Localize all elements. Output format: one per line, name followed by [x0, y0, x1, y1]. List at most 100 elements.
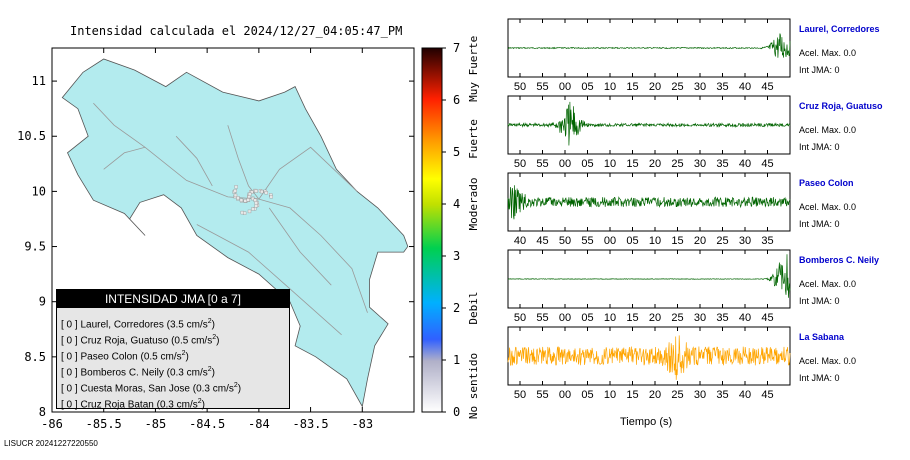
station-name: Laurel, Corredores — [799, 24, 880, 34]
map-xtick-label: -84 — [248, 417, 270, 431]
seismogram-tick-label: 45 — [761, 81, 773, 93]
legend-exponent: 2 — [197, 398, 202, 405]
colorbar-label: No sentido — [467, 353, 480, 419]
seismogram-tick-label: 35 — [716, 81, 728, 93]
seismogram-tick-label: 50 — [514, 312, 526, 324]
seismogram-tick-label: 50 — [514, 389, 526, 401]
station-name: Bomberos C. Neily — [799, 255, 880, 265]
seismogram-trace — [507, 185, 791, 220]
costa-rica-land — [61, 58, 409, 408]
map-ytick-label: 10 — [32, 184, 46, 198]
seismogram-tick-label: 10 — [604, 81, 616, 93]
station-int: Int JMA: 0 — [799, 219, 840, 229]
land-polygon — [61, 58, 409, 408]
colorbar-label: Fuerte — [467, 119, 480, 159]
station-marker — [236, 196, 240, 200]
legend-row: [ 0 ] Laurel, Corredores (3.5 cm/s2) — [57, 314, 289, 330]
legend-exponent: 2 — [181, 350, 186, 357]
station-marker — [247, 209, 252, 214]
seismogram-tick-label: 30 — [694, 389, 706, 401]
seismogram-tick-label: 00 — [559, 389, 571, 401]
station-name: Cruz Roja, Guatuso — [799, 101, 883, 111]
legend-exponent: 2 — [233, 382, 238, 389]
seismogram-tick-label: 05 — [581, 389, 593, 401]
footer-id: LISUCR 20241227220550 — [4, 439, 98, 448]
seismogram-tick-label: 30 — [694, 81, 706, 93]
seismogram-tick-label: 10 — [604, 389, 616, 401]
station-int: Int JMA: 0 — [799, 373, 840, 383]
station-marker — [250, 190, 254, 194]
map-ytick-label: 11 — [32, 74, 46, 88]
legend-row: [ 0 ] Paseo Colon (0.5 cm/s2) — [57, 346, 289, 362]
station-marker — [234, 185, 238, 189]
station-marker — [233, 193, 238, 198]
colorbar-label: Moderado — [467, 178, 480, 231]
seismogram-tick-label: 25 — [671, 312, 683, 324]
legend-close: ) — [201, 399, 205, 411]
station-accel: Acel. Max. 0.0 — [799, 356, 857, 366]
legend-value: (0.5 cm/s — [140, 351, 182, 363]
seismogram-tick-label: 20 — [694, 235, 706, 247]
seismogram-tick-label: 00 — [559, 312, 571, 324]
legend-close: ) — [211, 319, 215, 331]
seismogram-tick-label: 30 — [739, 235, 751, 247]
legend-value: (0.5 cm/s — [171, 335, 213, 347]
seismogram-trace — [507, 101, 791, 146]
legend-intensity: [ 0 ] — [61, 351, 78, 363]
seismogram-tick-label: 35 — [716, 389, 728, 401]
seismogram-tick-label: 05 — [581, 81, 593, 93]
seismogram-tick-label: 55 — [536, 312, 548, 324]
seismogram-tick-label: 00 — [604, 235, 616, 247]
seismogram-tick-label: 45 — [536, 235, 548, 247]
map-ytick-label: 8 — [39, 405, 46, 419]
seismogram-tick-label: 15 — [626, 312, 638, 324]
seismogram-tick-label: 25 — [716, 235, 728, 247]
seismogram-trace — [508, 254, 791, 298]
intensity-legend: INTENSIDAD JMA [0 a 7] [ 0 ] Laurel, Cor… — [56, 289, 290, 411]
seismogram-tick-label: 40 — [739, 389, 751, 401]
seismogram-tick-label: 10 — [604, 312, 616, 324]
map-xtick-label: -83 — [351, 417, 373, 431]
seismogram-tick-label: 45 — [761, 389, 773, 401]
seismogram-tick-label: 55 — [581, 235, 593, 247]
legend-intensity: [ 0 ] — [61, 399, 78, 411]
colorbar-tick-label: 6 — [453, 93, 460, 107]
seismogram-tick-label: 50 — [514, 158, 526, 170]
legend-exponent: 2 — [207, 318, 212, 325]
colorbar-tick-label: 5 — [453, 145, 460, 159]
legend-station: Cruz Roja Batan — [80, 399, 154, 411]
legend-intensity: [ 0 ] — [61, 383, 78, 395]
road-5 — [268, 207, 332, 286]
seismogram-tick-label: 45 — [761, 158, 773, 170]
colorbar-tick-label: 1 — [453, 353, 460, 367]
station-name: Paseo Colon — [799, 178, 854, 188]
station-marker — [233, 189, 238, 193]
seismogram-tick-label: 50 — [514, 81, 526, 93]
legend-row: [ 0 ] Cruz Roja, Guatuso (0.5 cm/s2) — [57, 330, 289, 346]
colorbar-tick-label: 4 — [453, 197, 460, 211]
seismogram-tick-label: 25 — [671, 158, 683, 170]
colorbar-gradient — [421, 47, 443, 413]
legend-station: Cuesta Moras, San Jose — [80, 383, 190, 395]
legend-station: Paseo Colon — [80, 351, 138, 363]
map-ytick-label: 9 — [39, 295, 46, 309]
seismogram-tick-label: 55 — [536, 158, 548, 170]
station-marker — [269, 194, 273, 199]
legend-intensity: [ 0 ] — [61, 319, 78, 331]
seismogram-tick-label: 20 — [649, 81, 661, 93]
seismogram-tick-label: 40 — [739, 312, 751, 324]
station-int: Int JMA: 0 — [799, 65, 840, 75]
legend-value: (3.5 cm/s — [166, 319, 208, 331]
legend-row: [ 0 ] Bomberos C. Neily (0.3 cm/s2) — [57, 362, 289, 378]
map-xtick-label: -86 — [41, 417, 63, 431]
colorbar-tick-label: 0 — [453, 405, 460, 419]
seismogram-tick-label: 35 — [716, 312, 728, 324]
legend-value: (0.3 cm/s — [156, 399, 198, 411]
seismogram-tick-label: 40 — [739, 158, 751, 170]
seismogram-tick-label: 40 — [739, 81, 751, 93]
seismogram-tick-label: 45 — [761, 312, 773, 324]
colorbar-label: Debil — [467, 291, 480, 324]
legend-station: Cruz Roja, Guatuso — [80, 335, 169, 347]
